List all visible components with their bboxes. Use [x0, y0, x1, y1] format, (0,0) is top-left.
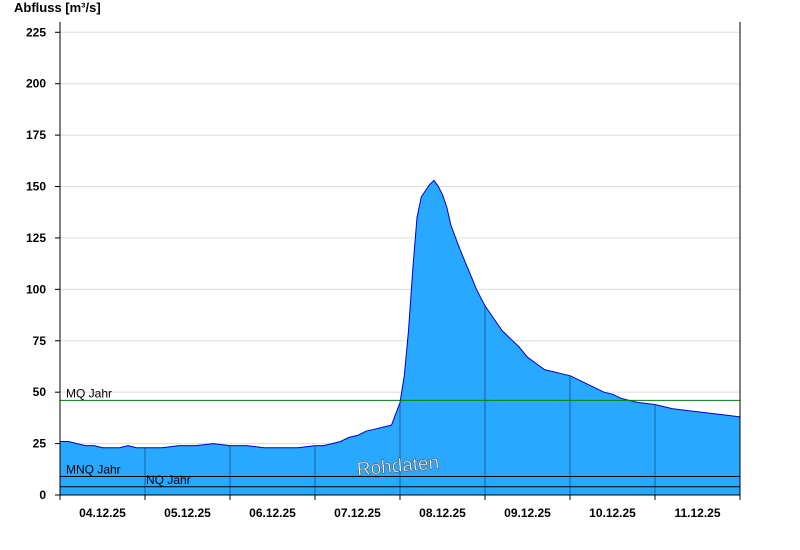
y-tick-label: 25: [33, 437, 47, 451]
reference-lines: MQ Jahr MNQ Jahr NQ Jahr: [60, 386, 740, 488]
y-tick-label: 50: [33, 385, 47, 399]
grid-lines: [60, 31, 740, 445]
reference-line-label: NQ Jahr: [146, 473, 191, 487]
y-tick-label: 125: [26, 231, 46, 245]
y-tick-label: 75: [33, 334, 47, 348]
y-tick-label: 150: [26, 180, 46, 194]
reference-line-label: MQ Jahr: [66, 386, 112, 400]
x-tick-label: 09.12.25: [504, 506, 551, 520]
reference-line-label: MNQ Jahr: [66, 462, 121, 476]
y-tick-label: 200: [26, 77, 46, 91]
y-tick-label: 100: [26, 282, 46, 296]
x-tick-label: 05.12.25: [164, 506, 211, 520]
x-tick-label: 10.12.25: [589, 506, 636, 520]
discharge-line: [60, 179, 741, 449]
y-axis-label: Abfluss [m³/s]: [14, 0, 101, 15]
x-tick-label: 04.12.25: [79, 506, 126, 520]
y-tick-label: 175: [26, 128, 46, 142]
x-tick-label: 07.12.25: [334, 506, 381, 520]
x-tick-label: 06.12.25: [249, 506, 296, 520]
labels: Abfluss [m³/s] 0 25 50 75 100 125 150 175 200 225…: [14, 0, 721, 520]
axes: [55, 22, 741, 500]
y-tick-label: 0: [39, 488, 46, 502]
x-tick-label: 08.12.25: [419, 506, 466, 520]
y-tick-label: 225: [26, 25, 46, 39]
x-tick-label: 11.12.25: [674, 506, 720, 520]
